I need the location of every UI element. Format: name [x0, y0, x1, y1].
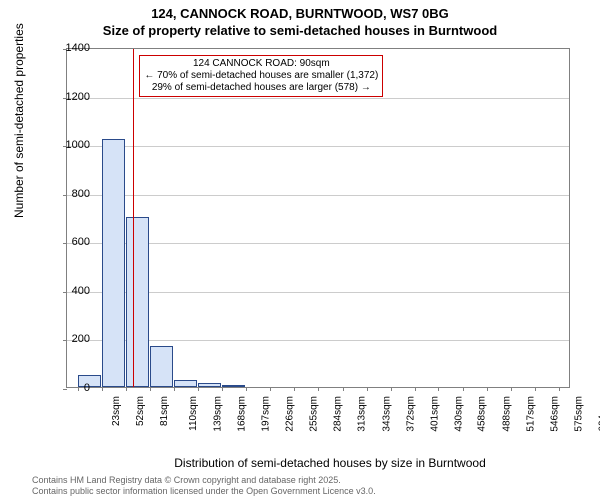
gridline: [67, 98, 569, 99]
xtick-label: 226sqm: [285, 396, 296, 432]
xtick-mark: [222, 387, 223, 391]
ytick-label: 0: [50, 382, 90, 394]
xtick-label: 546sqm: [550, 396, 561, 432]
xtick-label: 52sqm: [135, 396, 146, 426]
xtick-mark: [559, 387, 560, 391]
chart-area: 124 CANNOCK ROAD: 90sqm ← 70% of semi-de…: [66, 48, 570, 418]
xtick-label: 255sqm: [309, 396, 320, 432]
attribution-line-2: Contains public sector information licen…: [32, 486, 376, 497]
histogram-bar: [150, 346, 173, 387]
xtick-mark: [126, 387, 127, 391]
xtick-mark: [487, 387, 488, 391]
chart-title-1: 124, CANNOCK ROAD, BURNTWOOD, WS7 0BG: [0, 0, 600, 21]
xtick-mark: [343, 387, 344, 391]
xtick-mark: [150, 387, 151, 391]
xtick-mark: [318, 387, 319, 391]
gridline: [67, 146, 569, 147]
xtick-label: 488sqm: [502, 396, 513, 432]
annotation-box: 124 CANNOCK ROAD: 90sqm ← 70% of semi-de…: [139, 55, 383, 97]
xtick-label: 458sqm: [477, 396, 488, 432]
xtick-mark: [535, 387, 536, 391]
ytick-label: 400: [50, 285, 90, 297]
attribution-line-1: Contains HM Land Registry data © Crown c…: [32, 475, 376, 486]
ytick-label: 1200: [50, 91, 90, 103]
xtick-mark: [198, 387, 199, 391]
ytick-label: 600: [50, 236, 90, 248]
x-axis-label: Distribution of semi-detached houses by …: [30, 456, 600, 470]
xtick-mark: [438, 387, 439, 391]
xtick-label: 284sqm: [333, 396, 344, 432]
ytick-label: 1400: [50, 42, 90, 54]
xtick-label: 343sqm: [382, 396, 393, 432]
xtick-label: 110sqm: [188, 396, 199, 431]
annotation-line-2: ← 70% of semi-detached houses are smalle…: [144, 70, 378, 82]
chart-container: 124, CANNOCK ROAD, BURNTWOOD, WS7 0BG Si…: [0, 0, 600, 500]
xtick-mark: [367, 387, 368, 391]
histogram-bar: [198, 383, 221, 387]
xtick-label: 168sqm: [237, 396, 248, 432]
annotation-line-1: 124 CANNOCK ROAD: 90sqm: [144, 58, 378, 70]
xtick-label: 430sqm: [454, 396, 465, 432]
reference-line: [133, 49, 134, 387]
xtick-mark: [246, 387, 247, 391]
xtick-mark: [102, 387, 103, 391]
xtick-label: 197sqm: [261, 396, 272, 432]
annotation-line-3: 29% of semi-detached houses are larger (…: [144, 82, 378, 94]
histogram-bar: [174, 380, 197, 387]
histogram-bar: [222, 385, 245, 387]
histogram-bar: [126, 217, 149, 387]
xtick-label: 313sqm: [357, 396, 368, 432]
xtick-label: 23sqm: [111, 396, 122, 426]
xtick-mark: [294, 387, 295, 391]
xtick-mark: [391, 387, 392, 391]
xtick-mark: [511, 387, 512, 391]
ytick-label: 200: [50, 333, 90, 345]
xtick-label: 401sqm: [430, 396, 441, 432]
xtick-mark: [174, 387, 175, 391]
histogram-bar: [102, 139, 125, 387]
plot-area: 124 CANNOCK ROAD: 90sqm ← 70% of semi-de…: [66, 48, 570, 388]
ytick-label: 800: [50, 188, 90, 200]
xtick-mark: [463, 387, 464, 391]
attribution: Contains HM Land Registry data © Crown c…: [32, 475, 376, 497]
xtick-mark: [270, 387, 271, 391]
xtick-label: 575sqm: [574, 396, 585, 432]
y-axis-label: Number of semi-detached properties: [12, 23, 26, 218]
xtick-label: 81sqm: [159, 396, 170, 426]
chart-title-2: Size of property relative to semi-detach…: [0, 21, 600, 38]
ytick-label: 1000: [50, 139, 90, 151]
xtick-mark: [415, 387, 416, 391]
xtick-label: 517sqm: [526, 396, 537, 432]
gridline: [67, 195, 569, 196]
xtick-label: 139sqm: [213, 396, 224, 432]
xtick-label: 372sqm: [406, 396, 417, 432]
